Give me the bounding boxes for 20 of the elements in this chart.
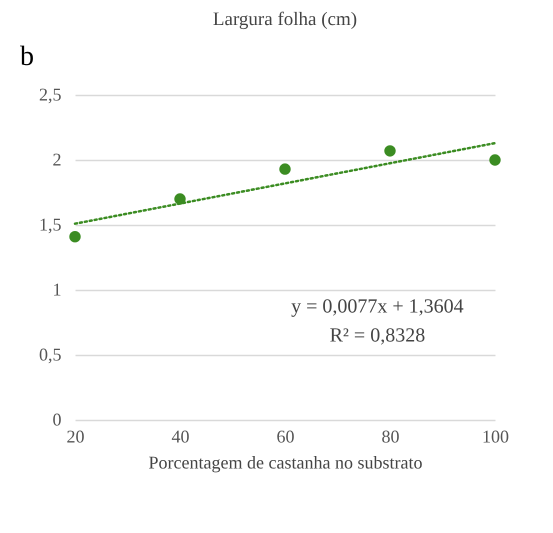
- x-tick-label: 80: [382, 426, 400, 446]
- y-tick-label: 0: [52, 410, 62, 430]
- y-tick-label: 2,5: [39, 84, 62, 104]
- point: [279, 163, 291, 175]
- x-axis-title: Porcentagem de castanha no substrato: [148, 452, 422, 472]
- y-tick-label: 1,5: [39, 214, 62, 234]
- point: [384, 145, 396, 157]
- x-tick-label: 100: [482, 426, 509, 446]
- y-tick-label: 1: [52, 280, 62, 300]
- x-tick-label: 40: [172, 426, 190, 446]
- point: [489, 154, 501, 166]
- y-tick-label: 0,5: [39, 344, 62, 364]
- chart-title: Largura folha (cm): [212, 9, 358, 30]
- y-tick-label: 2: [52, 150, 62, 170]
- annotation: R² = 0,8328: [330, 324, 426, 346]
- text: b: [20, 41, 34, 72]
- x-tick-label: 20: [66, 426, 84, 446]
- point: [69, 231, 81, 242]
- annotation: y = 0,0077x + 1,3604: [291, 295, 464, 318]
- x-tick-label: 60: [276, 426, 294, 446]
